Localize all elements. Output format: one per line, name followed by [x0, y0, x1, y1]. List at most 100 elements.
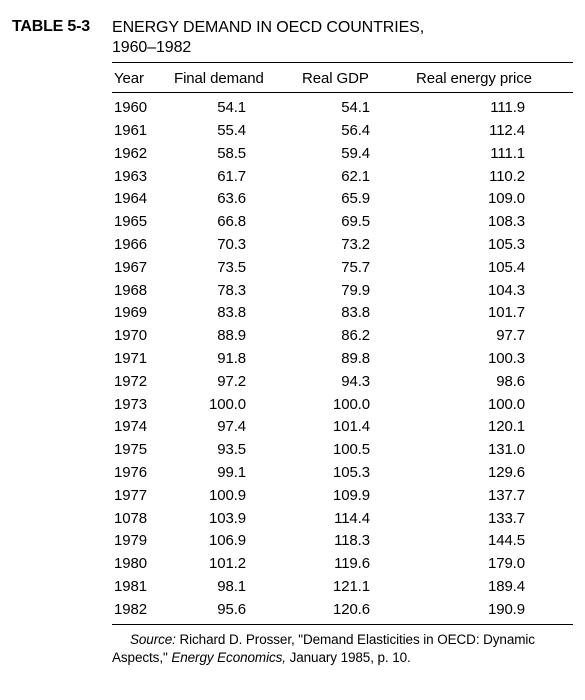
table-cell: 100.0 — [302, 393, 412, 416]
table-cell: 133.7 — [412, 507, 573, 530]
source-italic: Energy Economics, — [171, 650, 286, 665]
table-cell: 1970 — [112, 325, 172, 348]
table-cell: 70.3 — [172, 234, 302, 257]
table-cell: 103.9 — [172, 507, 302, 530]
title-block: ENERGY DEMAND IN OECD COUNTRIES, 1960–19… — [112, 18, 573, 58]
table-cell: 1963 — [112, 165, 172, 188]
col-header-final-demand: Final demand — [172, 67, 302, 90]
table-cell: 129.6 — [412, 462, 573, 485]
table-row: 197088.986.297.7 — [112, 325, 573, 348]
table-cell: 73.5 — [172, 256, 302, 279]
table-cell: 131.0 — [412, 439, 573, 462]
table-row: 196773.575.7105.4 — [112, 256, 573, 279]
table-body: 196054.154.1111.9196155.456.4112.4196258… — [112, 97, 573, 621]
table-cell: 1968 — [112, 279, 172, 302]
table-row: 198295.6120.6190.9 — [112, 598, 573, 621]
table-row: 196670.373.2105.3 — [112, 234, 573, 257]
table-cell: 105.3 — [302, 462, 412, 485]
table-cell: 1964 — [112, 188, 172, 211]
table-cell: 58.5 — [172, 142, 302, 165]
table-cell: 109.9 — [302, 484, 412, 507]
table-row: 197699.1105.3129.6 — [112, 462, 573, 485]
table-cell: 1966 — [112, 234, 172, 257]
table-cell: 54.1 — [302, 97, 412, 120]
table-cell: 111.1 — [412, 142, 573, 165]
table-cell: 1960 — [112, 97, 172, 120]
source-note: Source: Richard D. Prosser, "Demand Elas… — [112, 631, 573, 666]
data-table: Year Final demand Real GDP Real energy p… — [112, 67, 573, 90]
table-number-label: TABLE 5-3 — [12, 18, 112, 36]
table-cell: 119.6 — [302, 553, 412, 576]
table-cell: 61.7 — [172, 165, 302, 188]
table-cell: 100.9 — [172, 484, 302, 507]
table-cell: 94.3 — [302, 370, 412, 393]
table-row: 198198.1121.1189.4 — [112, 576, 573, 599]
table-row: 197497.4101.4120.1 — [112, 416, 573, 439]
table-cell: 1967 — [112, 256, 172, 279]
mid-rule — [112, 92, 573, 93]
source-prefix: Source: — [130, 632, 179, 647]
table-cell: 99.1 — [172, 462, 302, 485]
table-cell: 59.4 — [302, 142, 412, 165]
source-text-2: January 1985, p. 10. — [286, 650, 411, 665]
table-cell: 1971 — [112, 348, 172, 371]
table-cell: 101.7 — [412, 302, 573, 325]
table-cell: 190.9 — [412, 598, 573, 621]
title-line-1: ENERGY DEMAND IN OECD COUNTRIES, — [112, 18, 573, 38]
table-row: 196983.883.8101.7 — [112, 302, 573, 325]
table-cell: 98.1 — [172, 576, 302, 599]
table-cell: 1976 — [112, 462, 172, 485]
table-cell: 111.9 — [412, 97, 573, 120]
table-cell: 83.8 — [172, 302, 302, 325]
table-cell: 108.3 — [412, 211, 573, 234]
table-cell: 97.2 — [172, 370, 302, 393]
table-cell: 66.8 — [172, 211, 302, 234]
col-header-year: Year — [112, 67, 172, 90]
table-cell: 105.4 — [412, 256, 573, 279]
table-cell: 88.9 — [172, 325, 302, 348]
table-cell: 93.5 — [172, 439, 302, 462]
table-cell: 120.1 — [412, 416, 573, 439]
table-cell: 1977 — [112, 484, 172, 507]
table-cell: 89.8 — [302, 348, 412, 371]
table-cell: 73.2 — [302, 234, 412, 257]
table-cell: 1981 — [112, 576, 172, 599]
table-row: 1977100.9109.9137.7 — [112, 484, 573, 507]
table-cell: 75.7 — [302, 256, 412, 279]
table-cell: 55.4 — [172, 120, 302, 143]
table-cell: 63.6 — [172, 188, 302, 211]
table-cell: 101.2 — [172, 553, 302, 576]
table-cell: 54.1 — [172, 97, 302, 120]
table-cell: 189.4 — [412, 576, 573, 599]
table-cell: 179.0 — [412, 553, 573, 576]
top-rule — [112, 62, 573, 63]
table-cell: 100.5 — [302, 439, 412, 462]
table-cell: 1969 — [112, 302, 172, 325]
title-line-2: 1960–1982 — [112, 38, 573, 58]
table-cell: 65.9 — [302, 188, 412, 211]
table-cell: 91.8 — [172, 348, 302, 371]
table-wrap: Year Final demand Real GDP Real energy p… — [112, 62, 573, 625]
table-cell: 1078 — [112, 507, 172, 530]
table-cell: 1979 — [112, 530, 172, 553]
table-cell: 1961 — [112, 120, 172, 143]
table-cell: 112.4 — [412, 120, 573, 143]
table-cell: 137.7 — [412, 484, 573, 507]
table-cell: 69.5 — [302, 211, 412, 234]
table-cell: 98.6 — [412, 370, 573, 393]
table-cell: 62.1 — [302, 165, 412, 188]
table-head: Year Final demand Real GDP Real energy p… — [112, 67, 573, 90]
table-row: 196258.559.4111.1 — [112, 142, 573, 165]
table-cell: 144.5 — [412, 530, 573, 553]
table-cell: 1975 — [112, 439, 172, 462]
table-cell: 118.3 — [302, 530, 412, 553]
data-table-body: 196054.154.1111.9196155.456.4112.4196258… — [112, 97, 573, 621]
table-cell: 83.8 — [302, 302, 412, 325]
table-cell: 86.2 — [302, 325, 412, 348]
table-cell: 79.9 — [302, 279, 412, 302]
table-cell: 1973 — [112, 393, 172, 416]
table-row: 1973100.0100.0100.0 — [112, 393, 573, 416]
bottom-rule — [112, 624, 573, 625]
table-cell: 110.2 — [412, 165, 573, 188]
table-row: 197593.5100.5131.0 — [112, 439, 573, 462]
